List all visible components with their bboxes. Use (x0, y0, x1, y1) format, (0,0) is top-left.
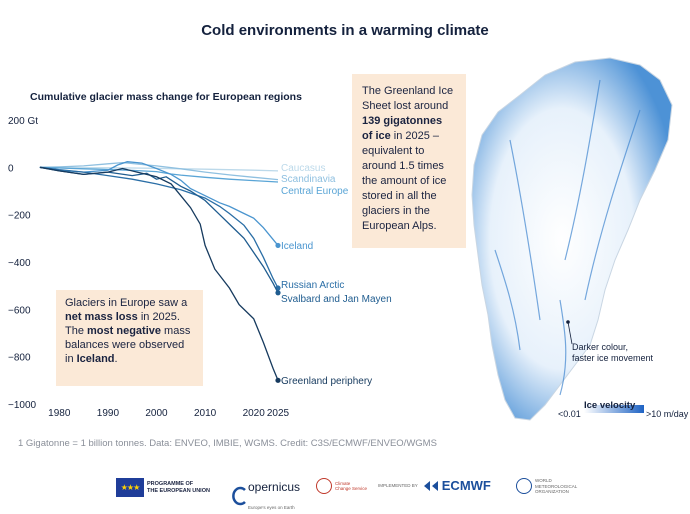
series-line-iceland (39, 161, 279, 246)
series-label-iceland: Iceland (281, 241, 313, 252)
x-tick-label: 1990 (97, 408, 120, 419)
y-tick-label: −600 (8, 305, 31, 316)
copernicus-logo: opernicus Europe's eyes on Earth (232, 478, 300, 514)
velocity-legend-bar (584, 405, 644, 413)
y-tick-label: −200 (8, 211, 31, 222)
chart-title: Cumulative glacier mass change for Europ… (30, 91, 302, 103)
climate-circle-icon (316, 478, 332, 494)
wmo-logo: WORLD METEOROLOGICAL ORGANIZATION (516, 478, 577, 495)
series-label-greenland-periphery: Greenland periphery (281, 376, 372, 387)
ecmwf-logo: IMPLEMENTED BY ECMWF (378, 478, 491, 493)
series-line-greenland-periphery (39, 166, 279, 381)
x-tick-label: 2020 (243, 408, 266, 419)
map-note-dot (566, 320, 570, 324)
velocity-legend-max: >10 m/day (646, 409, 689, 419)
series-label-svalbard-and-jan-mayen: Svalbard and Jan Mayen (281, 294, 392, 305)
end-marker-iceland (275, 242, 281, 249)
y-tick-label: 200 Gt (8, 116, 38, 127)
x-tick-label: 2000 (145, 408, 168, 419)
series-line-svalbard-and-jan-mayen (39, 166, 279, 294)
x-tick-label: 2010 (194, 408, 217, 419)
series-lines (39, 161, 281, 383)
series-label-scandinavia: Scandinavia (281, 174, 336, 185)
series-label-russian-arctic: Russian Arctic (281, 280, 344, 291)
ecmwf-arrows-icon (423, 480, 438, 491)
velocity-legend-min: <0.01 (558, 409, 581, 419)
europe-annotation: Glaciers in Europe saw a net mass loss i… (56, 290, 203, 386)
end-marker-greenland-periphery (275, 377, 281, 383)
footer-logos: ★★★ PROGRAMME OF THE EUROPEAN UNION opern… (0, 478, 690, 510)
x-tick-label: 1980 (48, 408, 71, 419)
copernicus-c-icon (232, 486, 246, 506)
map-note-pointer (567, 321, 573, 345)
y-tick-label: −1000 (8, 400, 37, 411)
eu-flag-icon: ★★★ (116, 478, 144, 497)
velocity-legend-title: Ice velocity (584, 400, 636, 411)
series-label-caucasus: Caucasus (281, 163, 325, 174)
page-title: Cold environments in a warming climate (201, 22, 489, 39)
wmo-globe-icon (516, 478, 532, 495)
series-line-russian-arctic (39, 166, 279, 289)
y-tick-label: −400 (8, 258, 31, 269)
x-tick-label: 2025 (267, 408, 290, 419)
x-axis: 1980 1990 2000 2010 2020 2025 (48, 408, 289, 419)
climate-service-logo: Climate Change Service (316, 478, 367, 494)
map-note: Darker colour, faster ice movement (572, 342, 654, 363)
y-tick-label: 0 (8, 163, 14, 174)
greenland-map (471, 57, 673, 421)
y-axis: 200 Gt 0 −200 −400 −600 −800 −1000 (8, 116, 38, 411)
end-marker-svalbard-and-jan-mayen (275, 290, 281, 296)
eu-logo: ★★★ PROGRAMME OF THE EUROPEAN UNION (116, 478, 210, 497)
series-line-central-europe (39, 166, 279, 183)
y-tick-label: −800 (8, 353, 31, 364)
greenland-annotation: The Greenland Ice Sheet lost around 139 … (352, 74, 466, 248)
credit-line: 1 Gigatonne = 1 billion tonnes. Data: EN… (18, 438, 437, 449)
series-label-central-europe: Central Europe (281, 186, 349, 197)
